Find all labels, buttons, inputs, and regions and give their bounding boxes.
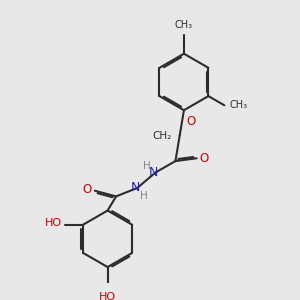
Text: O: O	[186, 115, 196, 128]
Text: H: H	[143, 161, 151, 171]
Text: HO: HO	[45, 218, 62, 228]
Text: O: O	[199, 152, 208, 165]
Text: CH₃: CH₃	[175, 20, 193, 30]
Text: H: H	[140, 191, 148, 201]
Text: N: N	[130, 182, 140, 194]
Text: HO: HO	[99, 292, 116, 300]
Text: CH₂: CH₂	[152, 131, 172, 141]
Text: CH₃: CH₃	[230, 100, 247, 110]
Text: N: N	[149, 166, 158, 179]
Text: O: O	[82, 183, 91, 196]
